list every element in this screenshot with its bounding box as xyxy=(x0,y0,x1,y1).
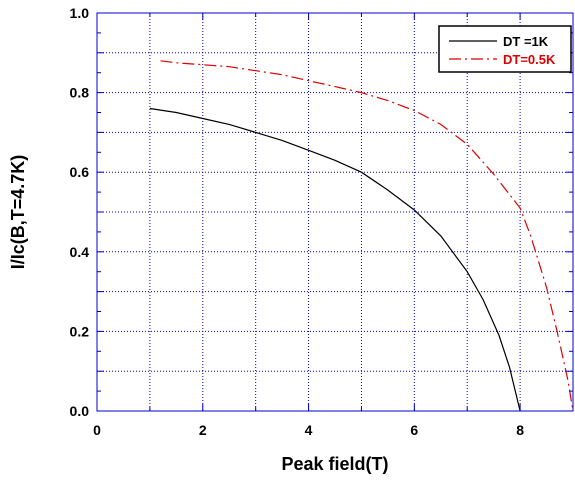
x-tick-label: 4 xyxy=(305,422,313,438)
legend-label: DT =1K xyxy=(503,34,549,49)
x-tick-label: 0 xyxy=(93,422,101,438)
x-axis-title: Peak field(T) xyxy=(281,454,388,474)
legend: DT =1K DT=0.5K xyxy=(438,25,572,73)
y-tick-label: 0.4 xyxy=(70,244,90,260)
series-group xyxy=(149,60,574,412)
y-tick-label: 0.2 xyxy=(70,323,90,339)
x-tick-label: 8 xyxy=(516,422,524,438)
series-line-2 xyxy=(160,60,574,412)
y-tick-label: 0.6 xyxy=(70,164,90,180)
axis-ticks: 0 2 4 6 8 0.0 0.2 0.4 0.6 0.8 1.0 xyxy=(70,5,574,438)
y-tick-label: 0.0 xyxy=(70,403,90,419)
x-tick-label: 6 xyxy=(410,422,418,438)
y-tick-label: 0.8 xyxy=(70,85,90,101)
y-axis-title: I/Ic(B,T=4.7K) xyxy=(8,155,28,270)
x-tick-label: 2 xyxy=(199,422,207,438)
y-tick-label: 1.0 xyxy=(70,5,90,21)
legend-box xyxy=(438,25,572,73)
legend-label: DT=0.5K xyxy=(503,52,556,67)
series-line-1 xyxy=(149,107,521,412)
